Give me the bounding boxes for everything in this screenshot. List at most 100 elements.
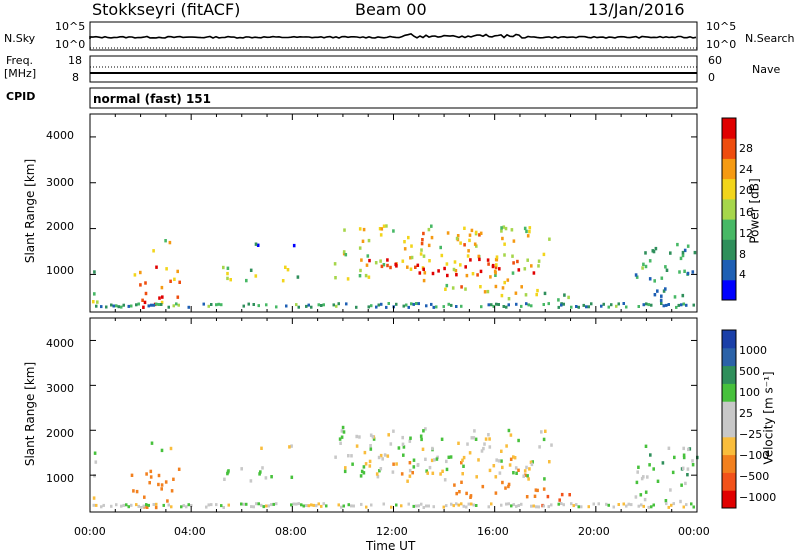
power-cell	[150, 303, 153, 307]
xtick-0400: 04:00	[174, 525, 206, 538]
velocity-cell	[422, 506, 425, 509]
velocity-cell	[257, 502, 260, 506]
velocity-cell	[130, 503, 133, 507]
velocity-cell	[686, 473, 689, 477]
velocity-cell	[288, 445, 291, 449]
power-cell	[249, 268, 253, 272]
freq-panel-frame	[89, 55, 698, 83]
power-cell	[295, 303, 298, 307]
velocity-cell	[484, 437, 488, 441]
nave-tick-bottom: 0	[708, 71, 715, 84]
velocity-cell	[483, 442, 486, 446]
velocity-cell	[340, 429, 344, 433]
power-cell	[677, 303, 680, 307]
power-cell	[242, 304, 245, 308]
velocity-cell	[258, 472, 261, 476]
velocity-cell	[292, 502, 295, 506]
velocity-cell	[513, 456, 517, 460]
velocity-cell	[362, 471, 366, 475]
power-cell	[680, 303, 683, 307]
velocity-cell	[185, 505, 188, 509]
power-cell	[387, 302, 390, 305]
velocity-cell	[386, 454, 390, 458]
power-cell	[414, 265, 417, 269]
power-cell	[510, 228, 514, 232]
velocity-cell	[469, 494, 473, 498]
velocity-cell	[207, 503, 210, 507]
power-cell	[229, 278, 232, 282]
velocity-cell	[422, 429, 425, 433]
velocity-cell	[351, 462, 354, 466]
power-cell	[460, 285, 463, 289]
velocity-cell	[465, 491, 468, 496]
power-cell	[141, 298, 144, 302]
power-cell	[500, 229, 503, 233]
power-cell	[155, 265, 158, 269]
velocity-cell	[667, 505, 670, 509]
velocity-cell	[453, 483, 456, 487]
power-cell	[335, 304, 338, 308]
velocity-cell	[449, 455, 453, 459]
velocity-cell	[135, 503, 138, 507]
power-cell	[575, 305, 578, 308]
power-cell	[317, 303, 320, 307]
power-cell	[418, 271, 422, 275]
velocity-cell	[416, 463, 420, 467]
velocity-cell	[425, 504, 428, 508]
colorbar-swatch	[722, 259, 736, 281]
power-cell	[504, 226, 508, 231]
power-cell	[494, 284, 498, 289]
power-cell	[207, 304, 210, 308]
velocity-cell	[461, 458, 464, 462]
velocity-cell	[461, 472, 464, 476]
velocity-cell	[120, 504, 123, 508]
velocity-cell	[466, 442, 469, 446]
velocity-cell	[157, 482, 160, 487]
velocity-cell	[343, 469, 347, 474]
power-cell	[382, 224, 386, 228]
power-cell	[430, 224, 433, 228]
power-cell	[653, 293, 657, 297]
power-cell	[450, 303, 453, 307]
power-cell	[359, 268, 362, 273]
power-cell	[681, 293, 685, 298]
power-cell	[537, 259, 541, 263]
power-cell	[530, 304, 533, 308]
power-cell	[368, 258, 371, 263]
velocity-cell	[643, 497, 647, 502]
velocity-cell	[252, 505, 255, 509]
power-cell	[430, 302, 433, 306]
power-cell	[495, 258, 499, 262]
velocity-cell	[525, 495, 529, 499]
power-cell	[333, 262, 337, 266]
velocity-cell	[115, 503, 118, 507]
power-cell	[486, 258, 490, 262]
velocity-cell	[652, 467, 655, 471]
xtick-1600: 16:00	[477, 525, 509, 538]
velocity-cell	[377, 455, 381, 460]
velocity-cell	[572, 504, 575, 508]
velocity-cell	[148, 481, 151, 485]
velocity-cell	[160, 483, 164, 487]
velocity-cell	[646, 475, 649, 479]
power-cell	[374, 261, 378, 265]
velocity-cell	[475, 504, 478, 507]
power-cell	[512, 239, 516, 243]
power-cell	[367, 305, 370, 309]
velocity-cell	[560, 502, 563, 505]
power-cell	[275, 305, 278, 309]
power-cell	[464, 287, 467, 291]
velocity-cell	[100, 505, 103, 509]
velocity-cell	[421, 447, 425, 451]
velocity-cell	[617, 503, 620, 506]
velocity-cell	[482, 446, 485, 451]
power-cell	[254, 242, 258, 246]
velocity-cell	[267, 504, 270, 508]
velocity-cell	[682, 453, 686, 457]
power-cell	[169, 279, 172, 283]
velocity-cell	[652, 503, 655, 507]
velocity-cell	[364, 462, 368, 466]
power-cell	[152, 249, 155, 253]
velocity-cell	[690, 502, 693, 506]
velocity-cell	[223, 477, 226, 481]
